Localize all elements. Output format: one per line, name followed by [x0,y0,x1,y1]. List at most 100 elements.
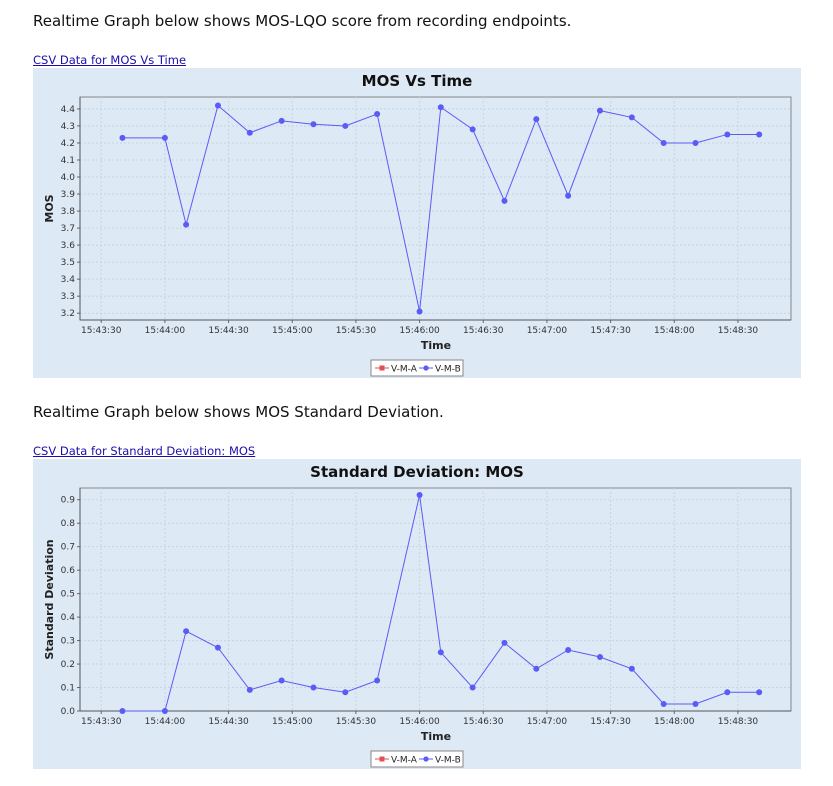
x-tick-label: 15:48:00 [654,326,695,336]
data-point [342,689,349,696]
csv-stddev-mos-link[interactable]: CSV Data for Standard Deviation: MOS [33,444,256,458]
data-point [469,126,476,133]
csv-mos-vs-time-link[interactable]: CSV Data for MOS Vs Time [33,53,187,67]
y-tick-label: 3.5 [61,258,75,268]
chart-legend: V-M-A V-M-B [370,750,464,768]
data-point [416,492,423,499]
data-point [278,117,285,124]
legend-label-b: V-M-B [435,365,461,375]
y-tick-label: 3.6 [61,241,76,251]
x-axis-label: Time [421,730,451,743]
data-point [437,104,444,111]
data-point [214,644,221,651]
mos-intro-text: Realtime Graph below shows MOS-LQO score… [33,12,572,30]
legend-label-a: V-M-A [391,365,418,375]
chart-legend: V-M-A V-M-B [370,359,464,377]
x-tick-label: 15:45:00 [272,326,313,336]
data-point [119,708,126,714]
x-tick-label: 15:46:30 [463,326,504,336]
x-tick-label: 15:47:00 [527,717,568,727]
y-tick-label: 0.0 [61,707,76,717]
data-point [437,649,444,656]
y-tick-label: 4.0 [61,173,76,183]
data-point [310,121,317,128]
y-tick-label: 4.3 [61,122,75,132]
y-tick-label: 3.9 [61,190,76,200]
x-tick-label: 15:46:00 [399,326,440,336]
x-tick-label: 15:47:30 [590,326,631,336]
x-tick-label: 15:46:00 [399,717,440,727]
x-tick-label: 15:45:00 [272,717,313,727]
mos-vs-time-chart: MOS Vs Time 3.2 3.3 3.4 3.5 3.6 3.7 3.8 3.9 4.0 4.… [43,72,792,377]
legend-swatch-marker-b [423,756,429,762]
stddev-mos-chart-panel: Standard Deviation: MOS 0.0 0.1 0.2 0.3 0.4 0.… [33,459,801,769]
y-axis-label: MOS [43,194,56,222]
data-point [724,131,731,138]
data-point [660,700,667,707]
legend-label-a: V-M-A [391,756,418,766]
y-tick-label: 3.3 [61,292,75,302]
data-point [756,689,763,696]
data-point [756,131,763,138]
data-point [628,665,635,672]
x-tick-label: 15:44:00 [145,326,186,336]
data-point [310,684,317,691]
data-point [533,116,540,123]
x-tick-label: 15:45:30 [336,326,377,336]
y-tick-label: 0.7 [61,543,75,553]
data-point [374,111,381,118]
data-point [533,665,540,672]
y-axis-label: Standard Deviation [43,539,56,659]
y-tick-label: 0.3 [61,637,75,647]
plot-area [79,96,792,321]
stddev-intro-text: Realtime Graph below shows MOS Standard … [33,403,444,421]
y-tick-label: 4.2 [61,139,75,149]
data-point [183,628,190,635]
y-tick-label: 4.1 [61,156,75,166]
x-tick-label: 15:47:30 [590,717,631,727]
x-tick-label: 15:43:30 [81,717,122,727]
x-tick-label: 15:48:00 [654,717,695,727]
x-tick-label: 15:44:30 [208,326,249,336]
legend-swatch-marker-a [379,756,385,762]
chart-title: Standard Deviation: MOS [310,463,524,481]
chart-title: MOS Vs Time [362,72,473,90]
plot-area [79,487,792,712]
x-tick-label: 15:47:00 [527,326,568,336]
data-point [596,107,603,114]
data-point [278,677,285,684]
data-point [246,686,253,693]
data-point [416,308,423,315]
y-tick-label: 4.4 [61,105,76,115]
data-point [565,646,572,653]
x-tick-label: 15:43:30 [81,326,122,336]
data-point [374,677,381,684]
data-point [161,708,168,714]
data-point [342,122,349,129]
data-point [660,139,667,146]
y-tick-label: 0.4 [61,613,76,623]
data-point [183,221,190,228]
data-point [628,114,635,121]
data-point [161,134,168,141]
data-point [501,197,508,204]
data-point [596,654,603,661]
data-point [246,129,253,136]
y-tick-label: 0.6 [61,566,76,576]
data-point [692,700,699,707]
x-axis-label: Time [421,339,451,352]
data-point [565,192,572,199]
x-tick-label: 15:46:30 [463,717,504,727]
data-point [214,102,221,109]
y-tick-label: 0.1 [61,684,75,694]
y-tick-label: 3.4 [61,275,76,285]
y-tick-label: 0.8 [61,519,76,529]
data-point [469,684,476,691]
x-tick-label: 15:48:30 [718,326,759,336]
legend-box [370,750,464,768]
stddev-mos-chart: Standard Deviation: MOS 0.0 0.1 0.2 0.3 0.4 0.… [43,463,792,768]
y-tick-label: 0.9 [61,496,76,506]
data-point [724,689,731,696]
y-tick-label: 0.5 [61,590,75,600]
legend-swatch-marker-b [423,365,429,371]
